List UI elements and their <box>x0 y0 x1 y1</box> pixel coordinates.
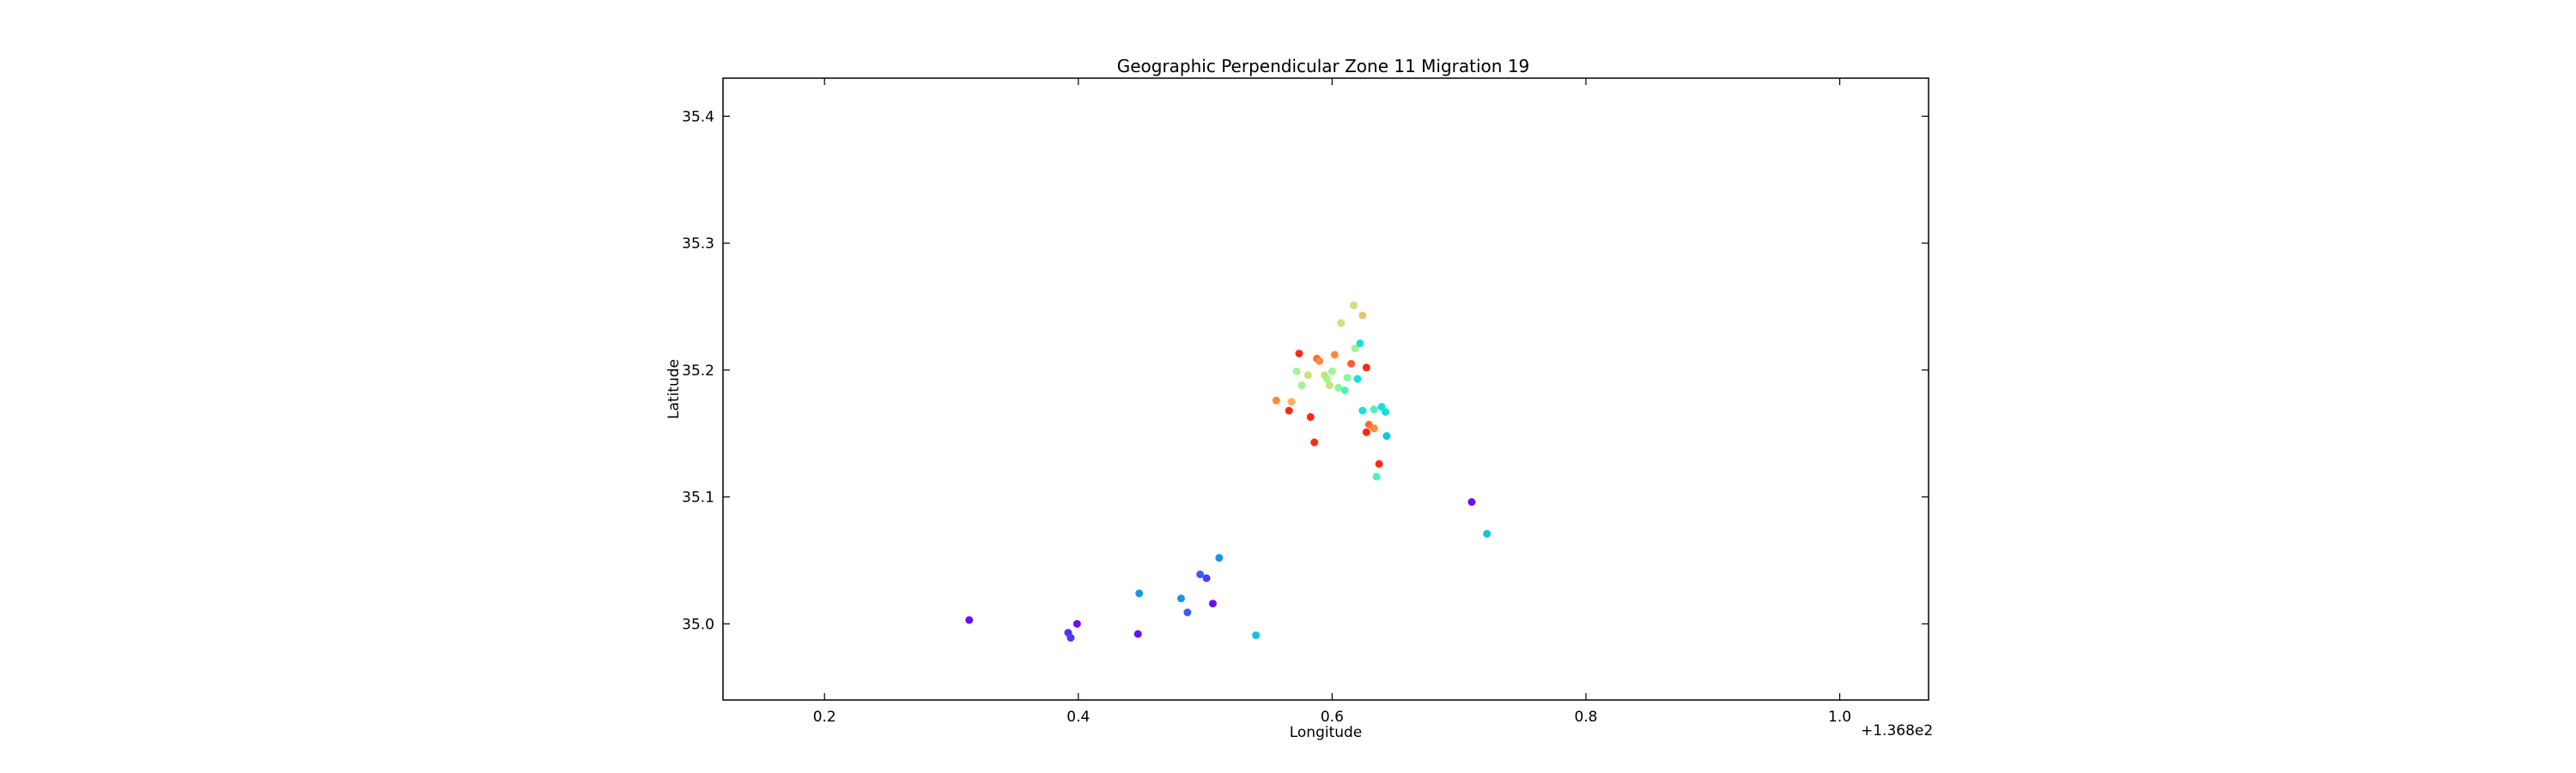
x-tick-label: 0.2 <box>813 709 836 726</box>
plot-area-frame <box>722 77 1929 701</box>
x-axis-label: Longitude <box>1290 724 1363 741</box>
data-point <box>1467 498 1476 507</box>
y-axis: 35.0 35.1 35.2 35.3 35.4 <box>682 108 1929 633</box>
data-point <box>1362 363 1370 372</box>
data-point <box>1381 408 1389 417</box>
x-tick-label: 0.8 <box>1574 709 1597 726</box>
data-point <box>1196 570 1205 579</box>
data-point <box>1353 374 1362 383</box>
data-point <box>1347 359 1356 368</box>
data-point <box>1330 350 1339 359</box>
data-point <box>1372 472 1381 481</box>
data-point <box>1315 356 1324 365</box>
data-point <box>1327 367 1336 375</box>
data-point <box>1351 344 1359 353</box>
y-tick-label: 35.4 <box>682 108 714 125</box>
data-point <box>1337 319 1346 327</box>
data-point <box>1306 413 1315 422</box>
data-point <box>1066 634 1075 642</box>
data-point <box>1272 396 1280 405</box>
data-point <box>1334 384 1343 393</box>
data-point <box>1292 367 1301 375</box>
data-point <box>1287 398 1296 406</box>
y-tick-label: 35.3 <box>682 235 714 253</box>
data-point <box>1252 631 1261 640</box>
data-point <box>1297 381 1306 390</box>
data-point <box>1295 350 1303 358</box>
data-point <box>1356 339 1364 348</box>
x-tick-label: 0.4 <box>1066 709 1090 726</box>
data-point <box>1358 311 1367 320</box>
data-point <box>1340 386 1349 394</box>
data-point <box>1202 574 1211 582</box>
x-tick-label: 1.0 <box>1828 709 1851 726</box>
data-point <box>1358 406 1367 415</box>
data-point <box>1375 460 1383 468</box>
data-point <box>1350 301 1358 309</box>
y-tick-label: 35.2 <box>682 362 714 380</box>
data-point <box>1303 371 1312 380</box>
data-point <box>1483 529 1492 538</box>
x-tick-label: 0.6 <box>1321 709 1344 726</box>
data-point <box>1215 554 1224 563</box>
y-axis-label: Latitude <box>665 359 683 419</box>
data-point <box>1322 374 1331 383</box>
data-point <box>1310 438 1319 447</box>
data-point <box>1133 630 1142 638</box>
data-point <box>1325 381 1334 390</box>
data-point <box>965 616 974 624</box>
chart-title: Geographic Perpendicular Zone 11 Migrati… <box>1117 56 1530 76</box>
data-point <box>1370 424 1378 433</box>
data-point <box>1285 406 1293 415</box>
data-point <box>1370 405 1378 414</box>
scatter-points <box>965 301 1492 642</box>
data-point <box>1135 589 1144 598</box>
data-point <box>1343 374 1352 382</box>
y-tick-label: 35.1 <box>682 490 714 507</box>
x-axis-offset-label: +1.368e2 <box>1861 722 1933 740</box>
data-point <box>1072 619 1081 628</box>
data-point <box>1362 428 1370 436</box>
data-point <box>1382 432 1391 441</box>
data-point <box>1183 608 1192 617</box>
y-tick-label: 35.0 <box>682 616 714 633</box>
data-point <box>1177 594 1186 603</box>
x-axis: 0.2 0.4 0.6 0.8 1.0 <box>813 78 1851 726</box>
data-point <box>1208 600 1217 608</box>
